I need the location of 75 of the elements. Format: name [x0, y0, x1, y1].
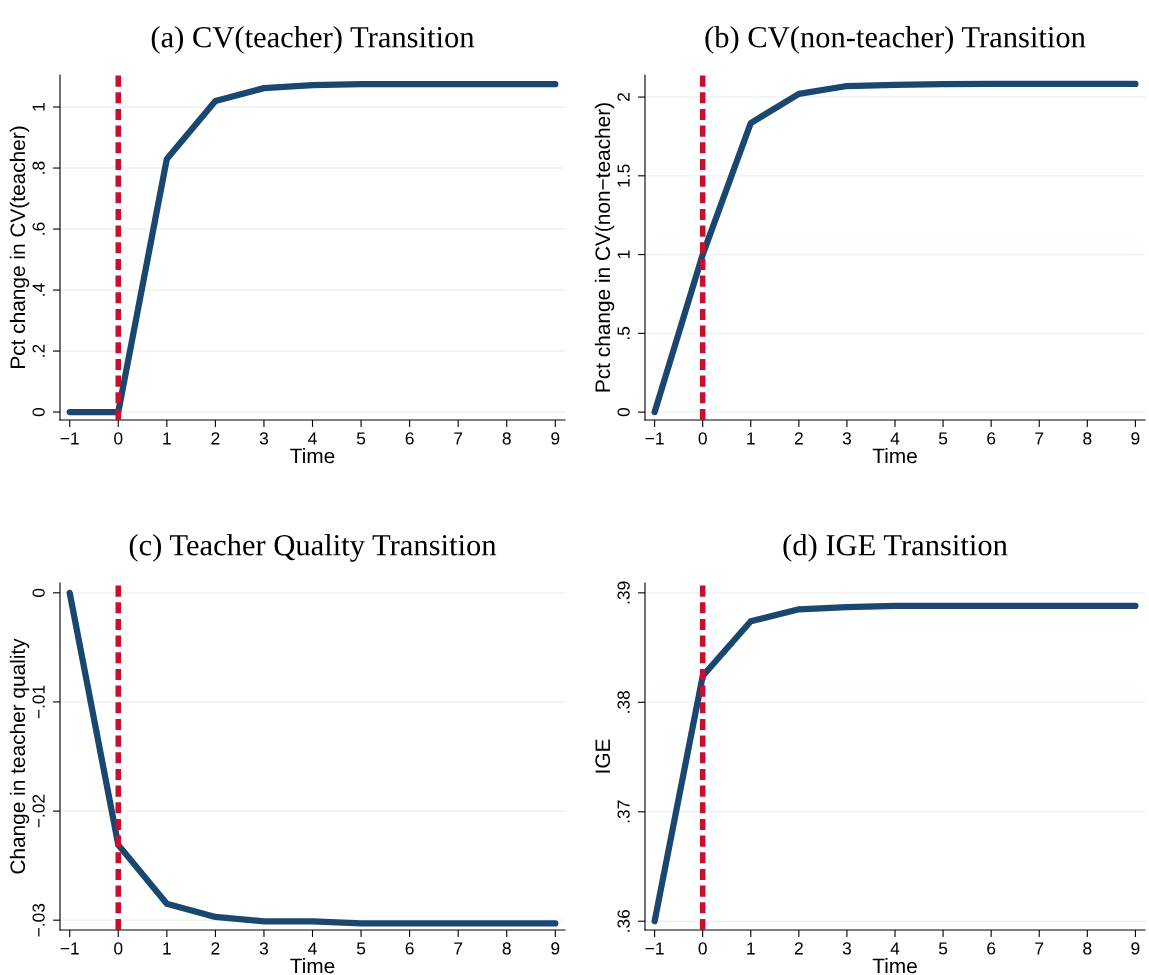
x-tick-label: 3	[259, 942, 269, 955]
x-tick-label: 8	[502, 942, 511, 955]
chart-title: (a) CV(teacher) Transition	[151, 26, 475, 54]
x-tick-label: 0	[114, 432, 123, 445]
y-axis-title: IGE	[595, 739, 611, 773]
x-tick-label: 9	[1131, 942, 1140, 955]
x-tick-label: 5	[356, 942, 366, 955]
x-tick-label: 6	[405, 942, 414, 955]
x-tick-label: 8	[1083, 942, 1092, 955]
y-tick-label: .8	[32, 161, 45, 174]
y-tick-label: .6	[32, 222, 45, 235]
x-tick-label: 7	[454, 942, 463, 955]
y-tick-label: −.03	[32, 903, 45, 937]
y-tick-label: .2	[32, 344, 45, 357]
chart-title: (c) Teacher Quality Transition	[129, 534, 497, 562]
y-axis-title: Pct change in CV(non−teacher)	[594, 103, 615, 392]
y-tick-label: 0	[32, 407, 45, 417]
x-tick-label: 4	[890, 942, 900, 955]
x-tick-label: 1	[747, 942, 755, 955]
y-tick-label: 1	[32, 103, 45, 111]
x-tick-label: 3	[259, 432, 269, 445]
y-tick-label: .38	[617, 691, 630, 713]
x-tick-label: 1	[747, 432, 755, 445]
y-axis-title: Change in teacher quality	[9, 638, 30, 874]
x-tick-label: 1	[163, 432, 171, 445]
y-tick-label: 1.5	[617, 164, 630, 187]
x-tick-label: −1	[60, 432, 79, 445]
x-tick-label: 2	[211, 942, 220, 955]
y-tick-label: 0	[32, 588, 45, 597]
x-tick-label: 0	[698, 942, 707, 955]
x-tick-label: 2	[211, 432, 220, 445]
x-tick-label: 4	[308, 432, 317, 445]
x-tick-label: 6	[405, 432, 414, 445]
x-tick-label: 9	[1131, 432, 1140, 445]
x-axis-title: Time	[290, 957, 335, 974]
x-tick-label: 4	[308, 942, 317, 955]
x-tick-label: 8	[1083, 432, 1092, 445]
x-tick-label: 3	[842, 942, 851, 955]
y-tick-label: 0	[617, 407, 630, 417]
x-tick-label: 9	[551, 432, 560, 445]
x-axis-title: Time	[872, 447, 917, 464]
x-tick-label: −1	[645, 942, 664, 955]
y-tick-label: −.01	[32, 685, 45, 719]
x-tick-label: −1	[645, 432, 664, 445]
y-tick-label: .36	[617, 909, 630, 932]
x-tick-label: −1	[60, 942, 79, 955]
x-tick-label: 5	[938, 942, 948, 955]
x-tick-label: 2	[794, 432, 803, 445]
y-tick-label: 2	[617, 93, 630, 102]
x-tick-label: 0	[698, 432, 707, 445]
x-tick-label: 7	[1035, 432, 1044, 445]
x-tick-label: 7	[454, 432, 463, 445]
x-tick-label: 7	[1035, 942, 1044, 955]
x-tick-label: 5	[938, 432, 948, 445]
y-tick-label: .4	[32, 283, 45, 296]
x-tick-label: 5	[356, 432, 366, 445]
x-tick-label: 2	[794, 942, 803, 955]
chart-title: (b) CV(non-teacher) Transition	[705, 26, 1086, 54]
x-tick-label: 0	[114, 942, 123, 955]
chart-title: (d) IGE Transition	[783, 534, 1008, 562]
x-tick-label: 1	[163, 942, 171, 955]
x-tick-label: 3	[842, 432, 851, 445]
x-axis-title: Time	[872, 957, 917, 974]
x-tick-label: 9	[551, 942, 560, 955]
y-axis-title: Pct change in CV(teacher)	[9, 126, 30, 368]
y-tick-label: 1	[617, 250, 630, 259]
x-tick-label: 8	[502, 432, 511, 445]
y-tick-label: .5	[617, 326, 630, 340]
x-tick-label: 4	[890, 432, 900, 445]
y-tick-label: .37	[617, 800, 630, 823]
x-axis-title: Time	[290, 447, 335, 464]
x-tick-label: 6	[987, 432, 996, 445]
x-tick-label: 6	[987, 942, 996, 955]
y-tick-label: −.02	[32, 794, 45, 828]
y-tick-label: .39	[617, 581, 630, 604]
